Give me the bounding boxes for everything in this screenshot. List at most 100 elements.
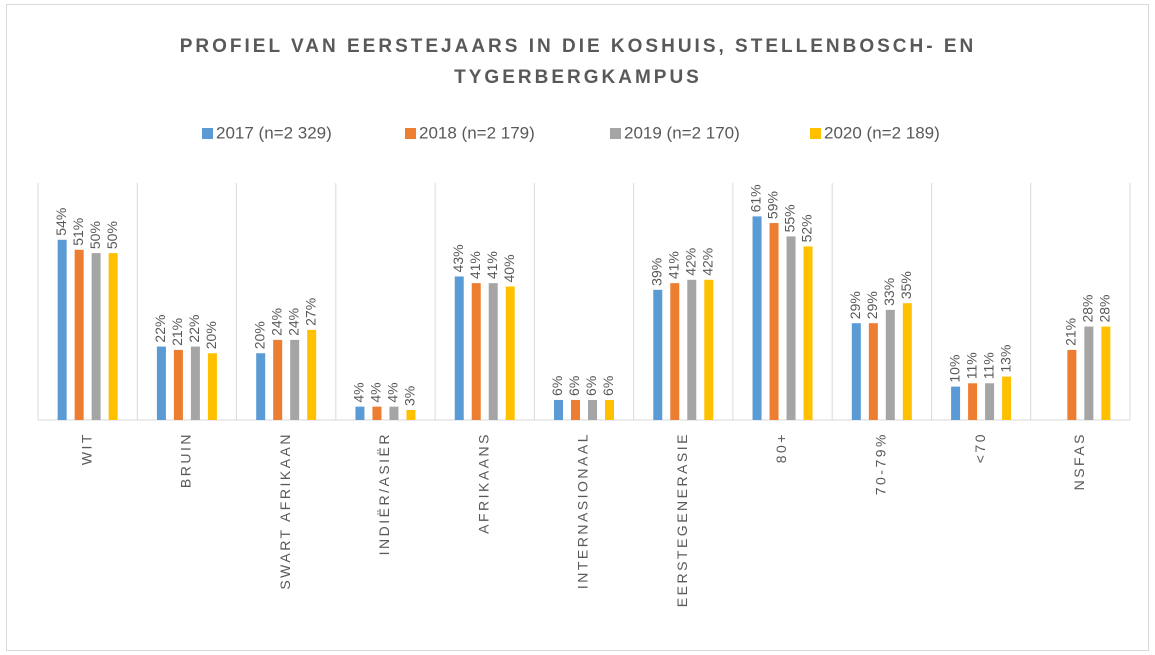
data-label: 28% bbox=[1097, 295, 1113, 323]
bar bbox=[173, 349, 183, 420]
bar bbox=[389, 406, 399, 420]
data-label: 6% bbox=[583, 376, 599, 396]
legend-swatch bbox=[810, 128, 821, 139]
bar bbox=[885, 309, 895, 420]
data-label: 20% bbox=[251, 321, 267, 349]
data-label: 24% bbox=[285, 308, 301, 336]
bar bbox=[554, 399, 563, 420]
data-label: 41% bbox=[665, 251, 681, 279]
bar bbox=[1067, 349, 1077, 420]
data-label: 35% bbox=[898, 271, 914, 299]
bar bbox=[355, 406, 365, 420]
x-tick-label: BRUIN bbox=[178, 432, 194, 488]
data-label: 6% bbox=[549, 376, 565, 396]
bar bbox=[786, 236, 796, 420]
data-label: 41% bbox=[484, 251, 500, 279]
bar bbox=[704, 279, 714, 420]
bar bbox=[868, 323, 878, 420]
x-tick-label: INTERNASIONAAL bbox=[575, 432, 591, 589]
x-tick-label: AFRIKAANS bbox=[475, 432, 491, 534]
x-tick-label: 80+ bbox=[773, 432, 789, 463]
data-label: 29% bbox=[847, 291, 863, 319]
data-label: 4% bbox=[351, 382, 367, 402]
data-label: 24% bbox=[268, 308, 284, 336]
bar bbox=[571, 399, 580, 420]
data-label: 41% bbox=[467, 251, 483, 279]
legend-label: 2018 (n=2 179) bbox=[419, 123, 535, 142]
x-tick-label: 70-79% bbox=[873, 432, 889, 495]
bar bbox=[454, 276, 464, 420]
legend-label: 2020 (n=2 189) bbox=[824, 123, 940, 142]
chart-title: PROFIEL VAN EERSTEJAARS IN DIE KOSHUIS, … bbox=[180, 36, 976, 57]
bar bbox=[108, 253, 118, 420]
bar bbox=[985, 383, 995, 420]
bar bbox=[156, 346, 166, 420]
data-label: 6% bbox=[600, 376, 616, 396]
data-label: 4% bbox=[368, 382, 384, 402]
bar bbox=[307, 329, 317, 420]
data-label: 40% bbox=[501, 254, 517, 282]
bar bbox=[406, 409, 416, 420]
legend-label: 2019 (n=2 170) bbox=[624, 123, 740, 142]
bar bbox=[488, 283, 498, 420]
data-label: 11% bbox=[963, 352, 979, 379]
bar bbox=[372, 406, 382, 420]
data-label: 20% bbox=[203, 321, 219, 349]
data-label: 11% bbox=[980, 352, 996, 379]
bar bbox=[505, 286, 515, 420]
x-tick-label: WIT bbox=[78, 432, 94, 465]
x-tick-label: <70 bbox=[972, 432, 988, 463]
data-label: 50% bbox=[104, 221, 120, 249]
data-label: 21% bbox=[169, 318, 185, 346]
data-label: 6% bbox=[566, 376, 582, 396]
bar bbox=[91, 253, 101, 420]
bar bbox=[951, 386, 961, 420]
data-label: 22% bbox=[152, 315, 168, 343]
legend-label: 2017 (n=2 329) bbox=[216, 123, 332, 142]
bar bbox=[851, 323, 861, 420]
bar bbox=[207, 353, 217, 420]
data-label: 59% bbox=[765, 191, 781, 219]
data-label: 33% bbox=[881, 278, 897, 306]
bar bbox=[902, 303, 912, 420]
data-label: 27% bbox=[302, 298, 318, 326]
data-label: 21% bbox=[1063, 318, 1079, 346]
bar bbox=[653, 289, 663, 420]
data-label: 22% bbox=[186, 315, 202, 343]
bar bbox=[752, 216, 762, 420]
data-label: 3% bbox=[402, 386, 418, 406]
data-label: 43% bbox=[450, 244, 466, 272]
x-tick-label: SWART AFRIKAAN bbox=[277, 432, 293, 590]
bar bbox=[57, 239, 67, 420]
bar bbox=[471, 283, 481, 420]
bar bbox=[290, 339, 300, 420]
chart-border bbox=[6, 4, 1149, 651]
x-tick-label: NSFAS bbox=[1071, 432, 1087, 490]
data-label: 52% bbox=[799, 214, 815, 242]
bar bbox=[256, 353, 266, 420]
data-label: 28% bbox=[1080, 295, 1096, 323]
data-label: 54% bbox=[53, 208, 69, 236]
bar bbox=[1084, 326, 1094, 420]
bar bbox=[588, 399, 597, 420]
bar bbox=[670, 283, 680, 420]
bar bbox=[605, 399, 614, 420]
data-label: 42% bbox=[682, 248, 698, 276]
data-label: 55% bbox=[782, 204, 798, 232]
data-label: 29% bbox=[864, 291, 880, 319]
data-label: 51% bbox=[70, 218, 86, 246]
x-tick-label: INDIËR/ASIËR bbox=[376, 432, 392, 555]
bar bbox=[190, 346, 200, 420]
bar bbox=[687, 279, 697, 420]
bar bbox=[968, 383, 978, 420]
legend-swatch bbox=[610, 128, 621, 139]
data-label: 61% bbox=[748, 184, 764, 212]
bar bbox=[1002, 376, 1012, 420]
data-label: 50% bbox=[87, 221, 103, 249]
bar bbox=[1101, 326, 1111, 420]
data-label: 39% bbox=[648, 258, 664, 286]
bar bbox=[803, 246, 813, 420]
bar bbox=[769, 223, 779, 420]
data-label: 13% bbox=[997, 345, 1013, 373]
